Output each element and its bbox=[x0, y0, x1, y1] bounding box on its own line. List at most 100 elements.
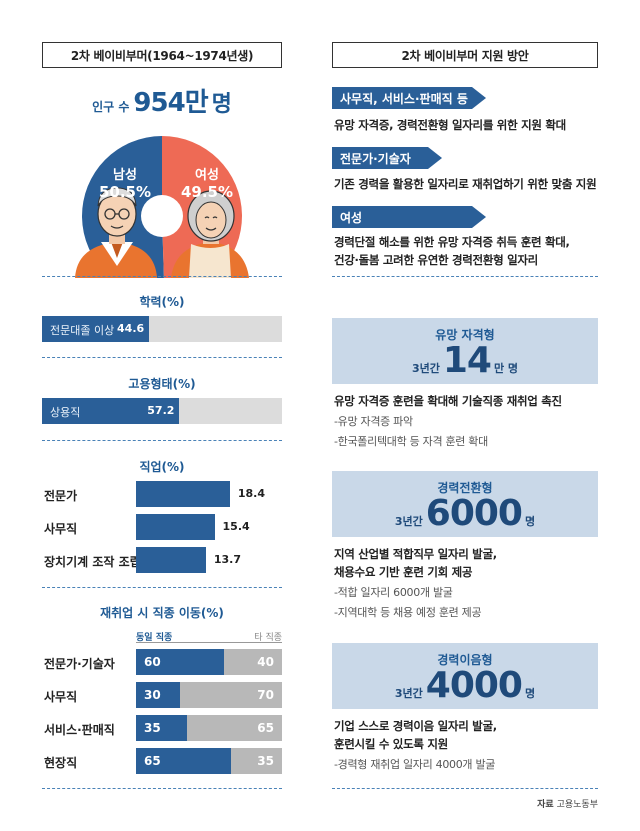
divider bbox=[42, 357, 282, 358]
program-title: 경력전환형 bbox=[437, 481, 493, 495]
same-job-value: 65 bbox=[144, 754, 161, 768]
occupation-label: 사무직 bbox=[44, 522, 78, 536]
same-job-bar bbox=[136, 748, 231, 774]
tag-professional: 전문가·기술자 bbox=[332, 147, 442, 169]
employment-value: 57.2 bbox=[147, 404, 175, 417]
occupation-value: 15.4 bbox=[222, 520, 250, 533]
source-text: 고용노동부 bbox=[556, 800, 598, 810]
program-period: 3년간 bbox=[411, 362, 440, 375]
legend-line bbox=[136, 642, 282, 643]
gender-donut-chart bbox=[75, 136, 249, 278]
population-unit: 명 bbox=[211, 92, 232, 117]
education-title: 학력(%) bbox=[139, 295, 185, 309]
group-desc: 유망 자격증, 경력전환형 일자리를 위한 지원 확대 bbox=[334, 118, 566, 132]
female-value: 49.5% bbox=[180, 183, 234, 201]
donut-hole bbox=[141, 195, 183, 237]
program-number: 14 bbox=[442, 340, 492, 381]
switching-bar-row: 35 65 bbox=[136, 715, 282, 741]
employment-bar-row: 상용직 57.2 bbox=[42, 398, 282, 424]
occupation-bar bbox=[136, 481, 230, 507]
same-job-bar bbox=[136, 715, 188, 741]
other-job-value: 40 bbox=[257, 655, 274, 669]
switching-label: 현장직 bbox=[44, 756, 78, 770]
program-desc: 유망 자격증 훈련을 확대해 기술직종 재취업 촉진 bbox=[334, 394, 562, 408]
program-desc: 기업 스스로 경력이음 일자리 발굴, bbox=[334, 719, 497, 733]
employment-title: 고용형태(%) bbox=[128, 377, 196, 391]
program-title: 경력이음형 bbox=[437, 653, 493, 667]
tag-women: 여성 bbox=[332, 206, 486, 228]
occupation-bar bbox=[136, 514, 215, 540]
switching-label: 서비스·판매직 bbox=[44, 723, 115, 737]
same-job-value: 35 bbox=[144, 721, 161, 735]
program-item: -적합 일자리 6000개 발굴 bbox=[334, 586, 453, 599]
program-number: 6000 bbox=[425, 493, 523, 534]
program-item: -한국폴리텍대학 등 자격 훈련 확대 bbox=[334, 435, 488, 448]
education-bar bbox=[42, 316, 150, 342]
program-period: 3년간 bbox=[394, 687, 423, 700]
employment-label: 상용직 bbox=[50, 406, 81, 419]
other-job-value: 65 bbox=[257, 721, 274, 735]
same-job-value: 30 bbox=[144, 688, 161, 702]
other-job-value: 70 bbox=[257, 688, 274, 702]
program-box: 경력이음형 3년간 4000 명 bbox=[332, 643, 598, 709]
switching-title: 재취업 시 직종 이동(%) bbox=[100, 606, 224, 620]
left-header: 2차 베이비부머(1964~1974년생) bbox=[42, 42, 282, 68]
same-job-value: 60 bbox=[144, 655, 161, 669]
male-value: 50.5% bbox=[98, 183, 152, 201]
same-job-bar bbox=[136, 649, 224, 675]
female-label: 여성 bbox=[195, 168, 219, 183]
group-desc: 건강·돌봄 고려한 유연한 경력전환형 일자리 bbox=[334, 253, 538, 267]
group-desc: 기존 경력을 활용한 일자리로 재취업하기 위한 맞춤 지원 bbox=[334, 177, 597, 191]
program-box: 유망 자격형 3년간 14 만 명 bbox=[332, 318, 598, 384]
employment-bar bbox=[42, 398, 180, 424]
occupation-title: 직업(%) bbox=[139, 460, 185, 474]
switching-label: 사무직 bbox=[44, 690, 78, 704]
program-desc: 지역 산업별 적합직무 일자리 발굴, bbox=[334, 547, 497, 561]
divider bbox=[42, 587, 282, 588]
male-label: 남성 bbox=[113, 168, 137, 183]
program-box: 경력전환형 3년간 6000 명 bbox=[332, 471, 598, 537]
switching-label: 전문가·기술자 bbox=[44, 657, 115, 671]
right-header: 2차 베이비부머 지원 방안 bbox=[332, 42, 598, 68]
divider bbox=[332, 788, 598, 789]
population-prefix: 인구 수 bbox=[92, 100, 130, 114]
program-unit: 명 bbox=[524, 515, 536, 528]
elderly-man-icon bbox=[75, 187, 157, 278]
program-item: -경력형 재취업 일자리 4000개 발굴 bbox=[334, 758, 496, 771]
occupation-value: 13.7 bbox=[213, 553, 241, 566]
tag-office-service: 사무직, 서비스·판매직 등 bbox=[332, 87, 486, 109]
divider bbox=[332, 276, 598, 277]
program-number: 4000 bbox=[425, 665, 523, 706]
switching-bar-row: 65 35 bbox=[136, 748, 282, 774]
program-item: -지역대학 등 채용 예정 훈련 제공 bbox=[334, 606, 482, 619]
same-job-bar bbox=[136, 682, 180, 708]
group-desc: 경력단절 해소를 위한 유망 자격증 취득 훈련 확대, bbox=[334, 235, 570, 249]
divider bbox=[42, 788, 282, 789]
switching-bar-row: 60 40 bbox=[136, 649, 282, 675]
education-label: 전문대졸 이상 bbox=[50, 324, 115, 337]
occupation-bar bbox=[136, 547, 206, 573]
education-bar-row: 전문대졸 이상 44.6 bbox=[42, 316, 282, 342]
occupation-label: 전문가 bbox=[44, 489, 78, 503]
program-unit: 명 bbox=[524, 687, 536, 700]
occupation-value: 18.4 bbox=[237, 487, 265, 500]
population-line: 인구 수 954만 명 bbox=[42, 82, 282, 119]
source-note: 자료 고용노동부 bbox=[537, 797, 598, 810]
switching-bar-row: 30 70 bbox=[136, 682, 282, 708]
divider bbox=[42, 440, 282, 441]
program-period: 3년간 bbox=[394, 515, 423, 528]
program-desc: 훈련시킬 수 있도록 지원 bbox=[334, 737, 448, 751]
occupation-label: 장치기계 조작 조립 bbox=[44, 555, 141, 569]
program-target: 3년간 6000 명 bbox=[332, 493, 598, 534]
other-job-value: 35 bbox=[257, 754, 274, 768]
program-target: 3년간 4000 명 bbox=[332, 665, 598, 706]
program-item: -유망 자격증 파악 bbox=[334, 415, 413, 428]
program-target: 3년간 14 만 명 bbox=[332, 340, 598, 381]
source-label: 자료 bbox=[537, 800, 554, 810]
female-label-group: 여성 49.5% bbox=[177, 164, 237, 201]
elderly-woman-icon bbox=[171, 190, 249, 278]
program-unit: 만 명 bbox=[493, 362, 519, 375]
education-value: 44.6 bbox=[117, 322, 145, 335]
legend-other: 타 직종 bbox=[254, 633, 282, 643]
population-number: 954만 bbox=[133, 88, 208, 118]
